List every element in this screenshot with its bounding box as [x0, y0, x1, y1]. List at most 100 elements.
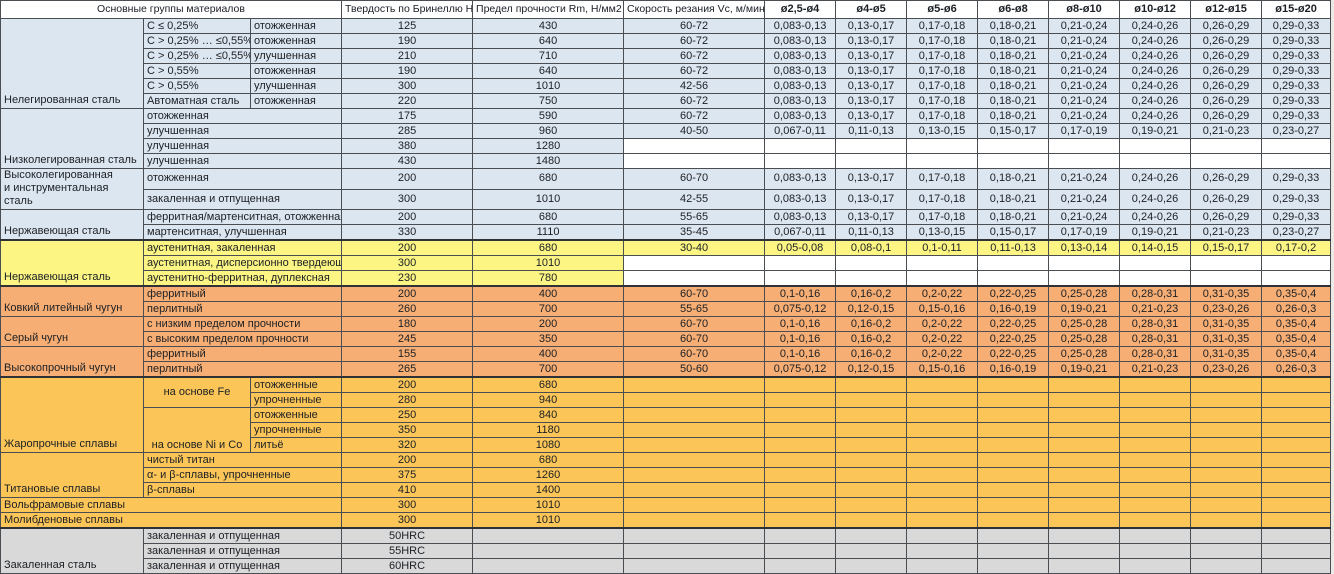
strength-cell[interactable]: 1400 [472, 482, 625, 498]
feed-cell[interactable] [906, 407, 979, 423]
feed-cell[interactable]: 0,29-0,33 [1261, 93, 1332, 109]
feed-cell[interactable]: 0,083-0,13 [764, 78, 837, 94]
header-diameter-1[interactable]: ø2,5-ø4 [764, 0, 837, 19]
strength-cell[interactable]: 960 [472, 123, 625, 139]
feed-cell[interactable] [906, 558, 979, 574]
feed-cell[interactable] [977, 153, 1050, 169]
feed-cell[interactable]: 0,28-0,31 [1119, 331, 1192, 347]
feed-cell[interactable] [906, 527, 979, 544]
feed-cell[interactable]: 0,18-0,21 [977, 48, 1050, 64]
speed-cell[interactable]: 60-70 [623, 346, 766, 362]
feed-cell[interactable]: 0,23-0,27 [1261, 224, 1332, 241]
feed-cell[interactable]: 0,083-0,13 [764, 48, 837, 64]
feed-cell[interactable] [835, 437, 908, 453]
feed-cell[interactable]: 0,25-0,28 [1048, 331, 1121, 347]
material-state-cell[interactable]: улучшенная [249, 48, 343, 64]
feed-cell[interactable]: 0,16-0,19 [977, 361, 1050, 378]
feed-cell[interactable]: 0,29-0,33 [1261, 48, 1332, 64]
hardness-cell[interactable]: 380 [341, 138, 474, 154]
feed-cell[interactable] [906, 467, 979, 483]
feed-cell[interactable]: 0,21-0,24 [1048, 209, 1121, 225]
feed-cell[interactable] [1119, 376, 1192, 393]
feed-cell[interactable] [1048, 138, 1121, 154]
speed-cell[interactable]: 55-65 [623, 301, 766, 317]
hardness-cell[interactable]: 300 [341, 512, 474, 529]
feed-cell[interactable] [764, 467, 837, 483]
speed-cell[interactable] [623, 452, 766, 468]
feed-cell[interactable] [1190, 392, 1263, 408]
feed-cell[interactable]: 0,083-0,13 [764, 209, 837, 225]
feed-cell[interactable]: 0,16-0,2 [835, 331, 908, 347]
feed-cell[interactable] [835, 376, 908, 393]
feed-cell[interactable]: 0,23-0,26 [1190, 301, 1263, 317]
hardness-cell[interactable]: 230 [341, 270, 474, 287]
material-sub-cell[interactable]: ферритный [142, 285, 343, 302]
feed-cell[interactable] [835, 497, 908, 513]
hardness-cell[interactable]: 410 [341, 482, 474, 498]
material-sub-cell[interactable]: β-сплавы [142, 482, 343, 498]
feed-cell[interactable] [906, 482, 979, 498]
feed-cell[interactable] [1119, 392, 1192, 408]
speed-cell[interactable] [623, 138, 766, 154]
material-sub-cell[interactable]: перлитный [142, 361, 343, 378]
feed-cell[interactable]: 0,18-0,21 [977, 63, 1050, 79]
feed-cell[interactable]: 0,17-0,2 [1261, 239, 1332, 256]
header-diameter-6[interactable]: ø10-ø12 [1119, 0, 1192, 19]
speed-cell[interactable]: 42-56 [623, 78, 766, 94]
feed-cell[interactable] [764, 270, 837, 287]
header-diameter-4[interactable]: ø6-ø8 [977, 0, 1050, 19]
feed-cell[interactable] [1119, 437, 1192, 453]
material-sub-cell[interactable]: закаленная и отпущенная [142, 527, 343, 544]
feed-cell[interactable]: 0,26-0,29 [1190, 209, 1263, 225]
material-state-cell[interactable]: отожженные [249, 407, 343, 423]
feed-cell[interactable] [835, 422, 908, 438]
feed-cell[interactable] [1261, 407, 1332, 423]
speed-cell[interactable] [623, 512, 766, 529]
feed-cell[interactable] [764, 512, 837, 529]
feed-cell[interactable]: 0,15-0,17 [977, 123, 1050, 139]
feed-cell[interactable] [906, 392, 979, 408]
material-sub-cell[interactable]: закаленная и отпущенная [142, 543, 343, 559]
hardness-cell[interactable]: 200 [341, 285, 474, 302]
feed-cell[interactable]: 0,24-0,26 [1119, 188, 1192, 210]
feed-cell[interactable]: 0,26-0,29 [1190, 108, 1263, 124]
feed-cell[interactable]: 0,23-0,26 [1190, 361, 1263, 378]
feed-cell[interactable]: 0,25-0,28 [1048, 346, 1121, 362]
feed-cell[interactable]: 0,11-0,13 [977, 239, 1050, 256]
feed-cell[interactable]: 0,26-0,3 [1261, 301, 1332, 317]
material-group-cell[interactable]: Ковкий литейный чугун [0, 285, 144, 317]
feed-cell[interactable] [764, 153, 837, 169]
feed-cell[interactable]: 0,21-0,24 [1048, 48, 1121, 64]
material-sub-cell[interactable]: аустенитная, закаленная [142, 239, 343, 256]
speed-cell[interactable]: 30-40 [623, 239, 766, 256]
feed-cell[interactable] [1261, 437, 1332, 453]
feed-cell[interactable]: 0,22-0,25 [977, 316, 1050, 332]
feed-cell[interactable]: 0,35-0,4 [1261, 285, 1332, 302]
material-sub-cell[interactable]: улучшенная [142, 123, 343, 139]
feed-cell[interactable] [764, 527, 837, 544]
material-group-cell[interactable]: Серый чугун [0, 316, 144, 347]
feed-cell[interactable]: 0,17-0,18 [906, 188, 979, 210]
feed-cell[interactable] [977, 527, 1050, 544]
feed-cell[interactable] [1119, 138, 1192, 154]
feed-cell[interactable] [1190, 422, 1263, 438]
feed-cell[interactable]: 0,19-0,21 [1048, 361, 1121, 378]
feed-cell[interactable] [977, 392, 1050, 408]
feed-cell[interactable]: 0,1-0,16 [764, 285, 837, 302]
feed-cell[interactable] [1048, 558, 1121, 574]
feed-cell[interactable] [835, 467, 908, 483]
feed-cell[interactable] [1261, 558, 1332, 574]
strength-cell[interactable]: 680 [472, 168, 625, 190]
feed-cell[interactable] [1190, 376, 1263, 393]
feed-cell[interactable]: 0,18-0,21 [977, 168, 1050, 190]
speed-cell[interactable] [623, 437, 766, 453]
feed-cell[interactable]: 0,05-0,08 [764, 239, 837, 256]
material-group-cell[interactable]: Титановые сплавы [0, 452, 144, 498]
feed-cell[interactable] [1261, 138, 1332, 154]
hardness-cell[interactable]: 300 [341, 497, 474, 513]
feed-cell[interactable] [1119, 467, 1192, 483]
speed-cell[interactable] [623, 467, 766, 483]
header-material-groups[interactable]: Основные группы материалов [0, 0, 343, 19]
feed-cell[interactable] [1261, 255, 1332, 271]
feed-cell[interactable] [1261, 497, 1332, 513]
